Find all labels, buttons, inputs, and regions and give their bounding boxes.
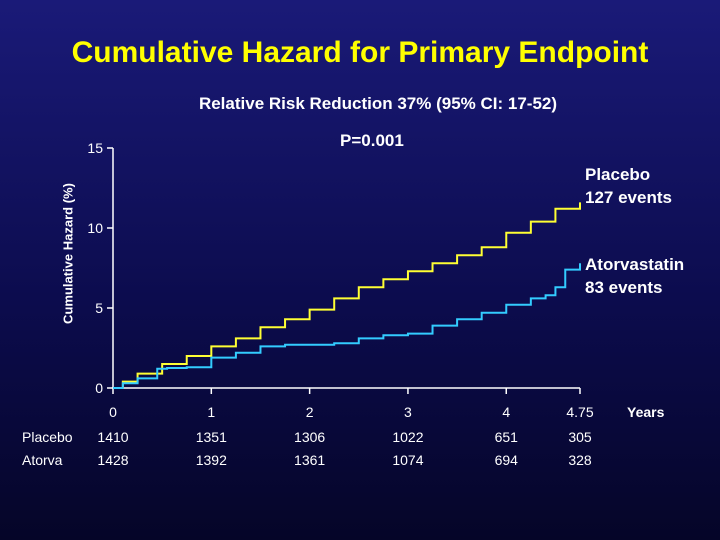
table-cell: 1428 xyxy=(97,452,129,468)
table-row-label-atorva: Atorva xyxy=(22,452,63,468)
table-cell: 1022 xyxy=(392,429,424,445)
y-tick-label: 10 xyxy=(87,220,103,236)
table-cell: 1074 xyxy=(392,452,424,468)
table-cell: 1351 xyxy=(195,429,227,445)
x-tick-label: 0 xyxy=(109,404,117,420)
atorvastatin-label-events: 83 events xyxy=(585,278,663,297)
x-tick-label: 1 xyxy=(207,404,215,420)
p-value-annotation: P=0.001 xyxy=(340,131,404,150)
table-row-label-placebo: Placebo xyxy=(22,429,73,445)
chart-subtitle: Relative Risk Reduction 37% (95% CI: 17-… xyxy=(198,94,558,113)
table-cell: 1392 xyxy=(195,452,227,468)
atorvastatin-series-label: Atorvastatin 83 events xyxy=(585,253,684,299)
y-tick-label: 15 xyxy=(87,140,103,156)
atorvastatin-label-name: Atorvastatin xyxy=(585,255,685,274)
placebo-label-events: 127 events xyxy=(585,188,672,207)
table-cell: 305 xyxy=(568,429,592,445)
x-tick-label: 2 xyxy=(306,404,314,420)
y-tick-label: 5 xyxy=(95,300,103,316)
x-axis-label: Years xyxy=(627,404,665,420)
x-tick-label: 3 xyxy=(404,404,412,420)
chart-title: Cumulative Hazard for Primary Endpoint xyxy=(71,36,649,69)
atorvastatin-series-line xyxy=(113,263,581,389)
table-cell: 328 xyxy=(568,452,592,468)
placebo-series-label: Placebo 127 events xyxy=(585,163,672,209)
table-cell: 694 xyxy=(494,452,518,468)
table-cell: 651 xyxy=(494,429,518,445)
y-tick-label: 0 xyxy=(95,380,103,396)
table-cell: 1306 xyxy=(294,429,326,445)
placebo-label-name: Placebo xyxy=(585,165,651,184)
x-tick-label: 4 xyxy=(502,404,510,420)
table-cell: 1410 xyxy=(97,429,129,445)
table-cell: 1361 xyxy=(294,452,326,468)
placebo-series-line xyxy=(113,202,581,389)
x-tick-label: 4.75 xyxy=(566,404,593,420)
